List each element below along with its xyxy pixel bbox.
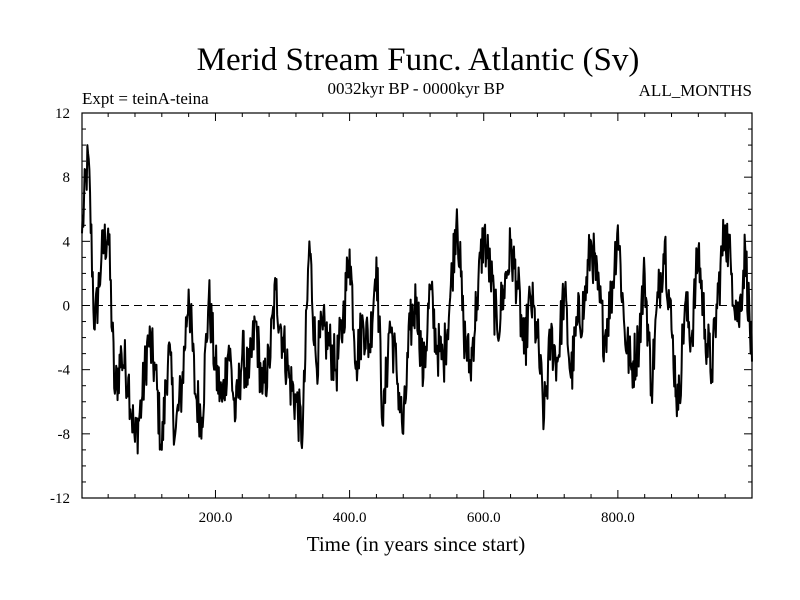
x-axis-tick-labels: 200.0 400.0 600.0 800.0 [199,510,635,526]
y-tick-label: -4 [58,363,71,379]
y-tick-label: -8 [58,427,71,443]
tick-marks [82,112,752,499]
period-label: 0032kyr BP - 0000kyr BP [328,79,505,98]
x-tick-label: 600.0 [467,510,501,526]
y-tick-label: -12 [50,491,70,507]
x-tick-label: 400.0 [333,510,367,526]
x-tick-label: 800.0 [601,510,635,526]
chart-title: Merid Stream Func. Atlantic (Sv) [197,42,640,78]
y-axis-tick-labels: -12 -8 -4 0 4 8 12 [50,106,71,507]
x-axis-label: Time (in years since start) [307,532,526,556]
series-line-teinA-teina [81,144,753,455]
plot-frame [81,112,753,499]
y-tick-label: 8 [63,170,71,186]
x-tick-label: 200.0 [199,510,233,526]
y-tick-label: 4 [63,234,71,250]
experiment-label: Expt = teinA-teina [82,89,209,108]
y-tick-label: 12 [55,106,70,122]
months-label: ALL_MONTHS [639,81,752,100]
y-tick-label: 0 [63,299,71,315]
